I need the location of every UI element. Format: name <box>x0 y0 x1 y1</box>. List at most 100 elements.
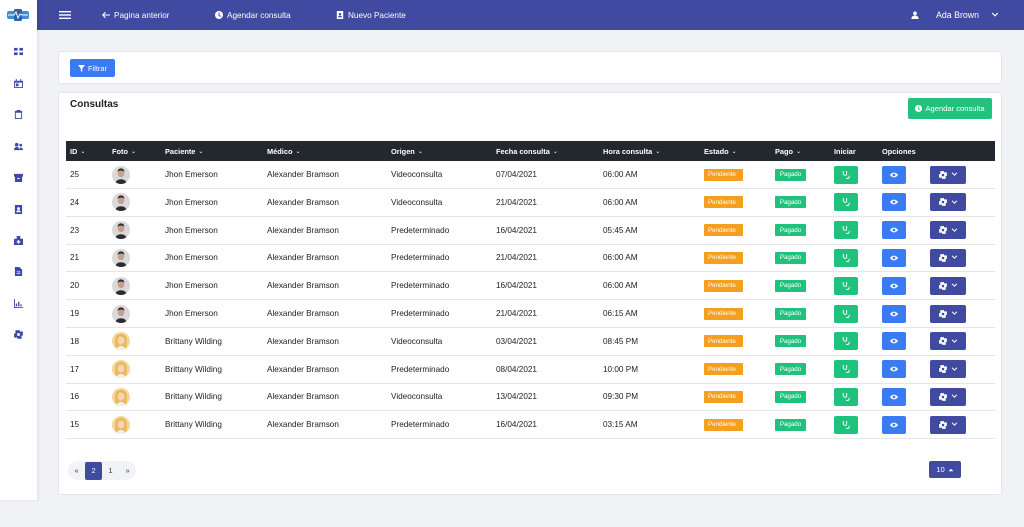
cell-medico: Alexander Bramson <box>267 420 339 430</box>
cell-medico: Alexander Bramson <box>267 170 339 179</box>
hospital-icon[interactable] <box>13 235 24 246</box>
view-button[interactable] <box>882 304 906 323</box>
view-button[interactable] <box>882 248 906 267</box>
th-origen[interactable]: Origen ⌄ <box>391 141 423 161</box>
sort-caret-icon: ⌄ <box>131 148 137 155</box>
start-consultation-button[interactable] <box>834 332 858 351</box>
pagination-prev[interactable]: « <box>74 466 79 475</box>
new-patient-link[interactable]: Nuevo Paciente <box>336 0 406 30</box>
th-estado[interactable]: Estado ⌄ <box>704 141 737 161</box>
th-foto[interactable]: Foto ⌄ <box>112 141 136 161</box>
start-consultation-button[interactable] <box>834 165 858 184</box>
options-dropdown-button[interactable] <box>930 332 966 351</box>
options-dropdown-button[interactable] <box>930 193 966 212</box>
sort-caret-icon: ⌄ <box>796 148 802 155</box>
start-consultation-button[interactable] <box>834 415 858 434</box>
hamburger-menu-icon[interactable] <box>59 0 71 30</box>
pagination: « 2 1 » <box>68 461 136 480</box>
avatar <box>112 165 130 184</box>
options-dropdown-button[interactable] <box>930 165 966 184</box>
cell-opciones <box>930 189 966 216</box>
view-button[interactable] <box>882 332 906 351</box>
gear-icon <box>938 170 947 179</box>
pagination-page[interactable]: 1 <box>108 466 113 475</box>
options-dropdown-button[interactable] <box>930 304 966 323</box>
new-patient-link-label: Nuevo Paciente <box>348 10 406 20</box>
per-page-select[interactable]: 10 <box>929 461 961 478</box>
start-consultation-button[interactable] <box>834 304 858 323</box>
th-id[interactable]: ID ⌄ <box>70 141 85 161</box>
status-badge: Pendiente <box>704 363 743 376</box>
view-button[interactable] <box>882 276 906 295</box>
clock-icon <box>215 11 223 19</box>
start-consultation-button[interactable] <box>834 360 858 379</box>
view-button[interactable] <box>882 165 906 184</box>
filter-button[interactable]: Filtrar <box>70 59 115 77</box>
user-icon[interactable] <box>911 0 919 30</box>
column-header-label: Iniciar <box>834 146 856 156</box>
chart-icon[interactable] <box>13 298 24 309</box>
view-button[interactable] <box>882 387 906 406</box>
eye-icon <box>890 172 898 177</box>
cell-iniciar <box>834 161 858 188</box>
th-paciente[interactable]: Paciente ⌄ <box>165 141 203 161</box>
options-dropdown-button[interactable] <box>930 387 966 406</box>
view-button[interactable] <box>882 360 906 379</box>
start-consultation-button[interactable] <box>834 221 858 240</box>
cell-iniciar <box>834 244 858 271</box>
archive-icon[interactable] <box>13 172 24 183</box>
document-icon[interactable] <box>13 266 24 277</box>
calendar-icon[interactable] <box>13 78 24 89</box>
start-consultation-button[interactable] <box>834 193 858 212</box>
view-button[interactable] <box>882 193 906 212</box>
id-card-icon[interactable] <box>13 204 24 215</box>
clipboard-icon[interactable] <box>13 109 24 120</box>
table-row: 17 Brittany Wilding Alexander Bramson Prede… <box>66 356 995 384</box>
cell-ver <box>882 383 906 410</box>
cell-opciones <box>930 272 966 299</box>
cell-opciones <box>930 383 966 410</box>
th-medico[interactable]: Médico ⌄ <box>267 141 301 161</box>
th-fecha[interactable]: Fecha consulta ⌄ <box>496 141 558 161</box>
chevron-down-icon <box>951 339 957 343</box>
start-consultation-button[interactable] <box>834 276 858 295</box>
user-menu[interactable]: Ada Brown <box>936 0 999 30</box>
schedule-link[interactable]: Agendar consulta <box>215 0 291 30</box>
options-dropdown-button[interactable] <box>930 221 966 240</box>
back-link[interactable]: Pagina anterior <box>102 0 170 30</box>
cell-id: 17 <box>70 364 80 374</box>
user-name: Ada Brown <box>936 10 980 20</box>
chevron-down-icon <box>951 366 957 371</box>
cell-paciente: Brittany Wilding <box>165 420 222 430</box>
stethoscope-icon <box>842 392 850 401</box>
cell-paciente: Jhon Emerson <box>165 170 218 179</box>
clock-icon <box>915 105 923 112</box>
cell-id: 18 <box>70 336 80 346</box>
view-button[interactable] <box>882 415 906 434</box>
users-icon[interactable] <box>13 141 24 152</box>
options-dropdown-button[interactable] <box>930 276 966 295</box>
cell-foto <box>112 189 130 216</box>
table-header: ID ⌄ Foto ⌄ Paciente ⌄ Médico ⌄ Origen ⌄ Fecha con… <box>66 141 995 161</box>
app-logo[interactable] <box>7 9 29 21</box>
eye-icon <box>890 311 898 316</box>
view-button[interactable] <box>882 221 906 240</box>
cell-foto <box>112 272 130 299</box>
options-dropdown-button[interactable] <box>930 248 966 267</box>
eye-icon <box>890 422 898 428</box>
options-dropdown-button[interactable] <box>930 415 966 434</box>
cell-iniciar <box>834 383 858 410</box>
pagination-page[interactable]: 2 <box>85 461 102 480</box>
gear-icon[interactable] <box>13 329 24 340</box>
start-consultation-button[interactable] <box>834 248 858 267</box>
pagination-next[interactable]: » <box>125 466 130 475</box>
add-appointment-button[interactable]: Agendar consulta <box>908 98 992 119</box>
th-hora[interactable]: Hora consulta ⌄ <box>603 141 660 161</box>
cell-foto <box>112 161 130 188</box>
start-consultation-button[interactable] <box>834 387 858 406</box>
filter-card: Filtrar <box>58 51 1002 84</box>
th-pago[interactable]: Pago ⌄ <box>775 141 801 161</box>
dashboard-icon[interactable] <box>13 46 24 57</box>
stethoscope-icon <box>842 337 850 346</box>
options-dropdown-button[interactable] <box>930 360 966 379</box>
